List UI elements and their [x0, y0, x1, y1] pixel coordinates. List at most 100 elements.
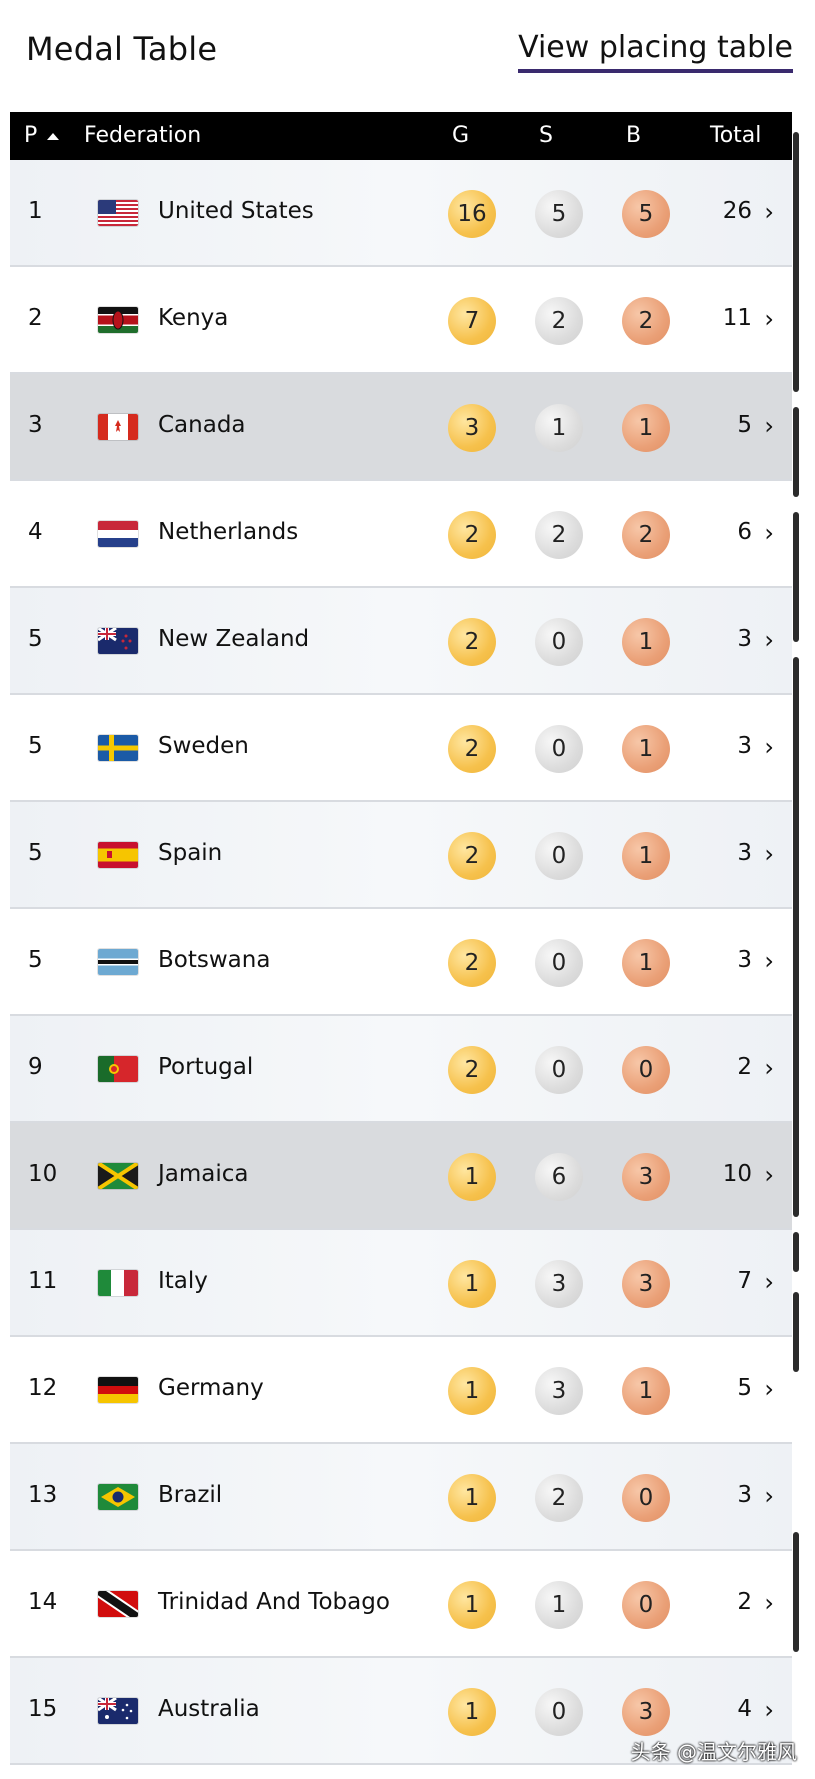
position: 5: [28, 733, 43, 759]
table-row[interactable]: 3 Canada 3 1 1 5 ›: [10, 374, 792, 481]
watermark: 头条 @温文尔雅风: [630, 1740, 797, 1764]
chevron-right-icon[interactable]: ›: [764, 519, 774, 547]
position: 14: [28, 1589, 58, 1615]
gold-count: 1: [448, 1153, 496, 1201]
gold-count: 1: [448, 1474, 496, 1522]
table-row[interactable]: 1 United States 16 5 5 26 ›: [10, 160, 792, 267]
table-row[interactable]: 5 Spain 2 0 1 3 ›: [10, 802, 792, 909]
table-row[interactable]: 14 Trinidad And Tobago 1 1 0 2 ›: [10, 1551, 792, 1658]
bronze-count: 2: [622, 511, 670, 559]
chevron-right-icon[interactable]: ›: [764, 1696, 774, 1724]
federation-name: Germany: [158, 1375, 264, 1401]
federation-name: Netherlands: [158, 519, 299, 545]
column-header-bronze: B: [626, 123, 642, 148]
bronze-count: 2: [622, 297, 670, 345]
gold-count: 2: [448, 511, 496, 559]
flag-nz-icon: [98, 628, 138, 654]
table-row[interactable]: 5 Botswana 2 0 1 3 ›: [10, 909, 792, 1016]
chevron-right-icon[interactable]: ›: [764, 1375, 774, 1403]
page-header: Medal Table View placing table: [0, 0, 815, 100]
gold-count: 1: [448, 1581, 496, 1629]
table-row[interactable]: 5 Sweden 2 0 1 3 ›: [10, 695, 792, 802]
silver-count: 6: [535, 1153, 583, 1201]
total-count: 7: [737, 1268, 752, 1294]
table-row[interactable]: 15 Australia 1 0 3 4 ›: [10, 1658, 792, 1765]
total-count: 5: [737, 1375, 752, 1401]
table-row[interactable]: 4 Netherlands 2 2 2 6 ›: [10, 481, 792, 588]
chevron-right-icon[interactable]: ›: [764, 305, 774, 333]
flag-tt-icon: [98, 1591, 138, 1617]
chevron-right-icon[interactable]: ›: [764, 1054, 774, 1082]
bronze-count: 0: [622, 1474, 670, 1522]
flag-ca-icon: [98, 414, 138, 440]
gold-count: 3: [448, 404, 496, 452]
table-header: P Federation G S B Total: [10, 112, 792, 160]
bronze-count: 0: [622, 1581, 670, 1629]
table-row[interactable]: 12 Germany 1 3 1 5 ›: [10, 1337, 792, 1444]
federation-name: Trinidad And Tobago: [158, 1589, 390, 1615]
flag-de-icon: [98, 1377, 138, 1403]
table-row[interactable]: 2 Kenya 7 2 2 11 ›: [10, 267, 792, 374]
silver-count: 0: [535, 725, 583, 773]
gold-count: 1: [448, 1260, 496, 1308]
chevron-right-icon[interactable]: ›: [764, 733, 774, 761]
chevron-right-icon[interactable]: ›: [764, 626, 774, 654]
table-row[interactable]: 9 Portugal 2 0 0 2 ›: [10, 1016, 792, 1123]
position: 3: [28, 412, 43, 438]
position: 11: [28, 1268, 58, 1294]
silver-count: 5: [535, 190, 583, 238]
position: 13: [28, 1482, 58, 1508]
flag-jm-icon: [98, 1163, 138, 1189]
position: 10: [28, 1161, 58, 1187]
flag-pt-icon: [98, 1056, 138, 1082]
chevron-right-icon[interactable]: ›: [764, 1589, 774, 1617]
gold-count: 1: [448, 1367, 496, 1415]
silver-count: 2: [535, 297, 583, 345]
scrollbar[interactable]: [793, 132, 799, 1652]
table-row[interactable]: 10 Jamaica 1 6 3 10 ›: [10, 1123, 792, 1230]
chevron-right-icon[interactable]: ›: [764, 1268, 774, 1296]
table-row[interactable]: 11 Italy 1 3 3 7 ›: [10, 1230, 792, 1337]
silver-count: 3: [535, 1367, 583, 1415]
chevron-right-icon[interactable]: ›: [764, 412, 774, 440]
flag-es-icon: [98, 842, 138, 868]
flag-it-icon: [98, 1270, 138, 1296]
total-count: 3: [737, 840, 752, 866]
column-header-position[interactable]: P: [24, 123, 60, 148]
table-row[interactable]: 13 Brazil 1 2 0 3 ›: [10, 1444, 792, 1551]
chevron-right-icon[interactable]: ›: [764, 1161, 774, 1189]
bronze-count: 1: [622, 618, 670, 666]
medal-table-body: 1 United States 16 5 5 26 › 2 Kenya 7 2 2 11 › 3 Canada…: [10, 160, 792, 1765]
table-row[interactable]: 5 New Zealand 2 0 1 3 ›: [10, 588, 792, 695]
total-count: 3: [737, 1482, 752, 1508]
silver-count: 1: [535, 1581, 583, 1629]
chevron-right-icon[interactable]: ›: [764, 1482, 774, 1510]
chevron-right-icon[interactable]: ›: [764, 198, 774, 226]
position: 2: [28, 305, 43, 331]
total-count: 2: [737, 1054, 752, 1080]
total-count: 3: [737, 733, 752, 759]
total-count: 11: [722, 305, 752, 331]
bronze-count: 1: [622, 939, 670, 987]
federation-name: New Zealand: [158, 626, 310, 652]
chevron-right-icon[interactable]: ›: [764, 947, 774, 975]
silver-count: 0: [535, 618, 583, 666]
silver-count: 0: [535, 832, 583, 880]
total-count: 3: [737, 626, 752, 652]
gold-count: 16: [448, 190, 496, 238]
federation-name: Spain: [158, 840, 223, 866]
federation-name: Kenya: [158, 305, 229, 331]
position: 9: [28, 1054, 43, 1080]
view-placing-table-link[interactable]: View placing table: [518, 30, 793, 73]
flag-us-icon: [98, 200, 138, 226]
flag-se-icon: [98, 735, 138, 761]
total-count: 4: [737, 1696, 752, 1722]
gold-count: 1: [448, 1688, 496, 1736]
total-count: 6: [737, 519, 752, 545]
position: 5: [28, 626, 43, 652]
flag-bw-icon: [98, 949, 138, 975]
silver-count: 2: [535, 1474, 583, 1522]
federation-name: Sweden: [158, 733, 249, 759]
chevron-right-icon[interactable]: ›: [764, 840, 774, 868]
gold-count: 7: [448, 297, 496, 345]
